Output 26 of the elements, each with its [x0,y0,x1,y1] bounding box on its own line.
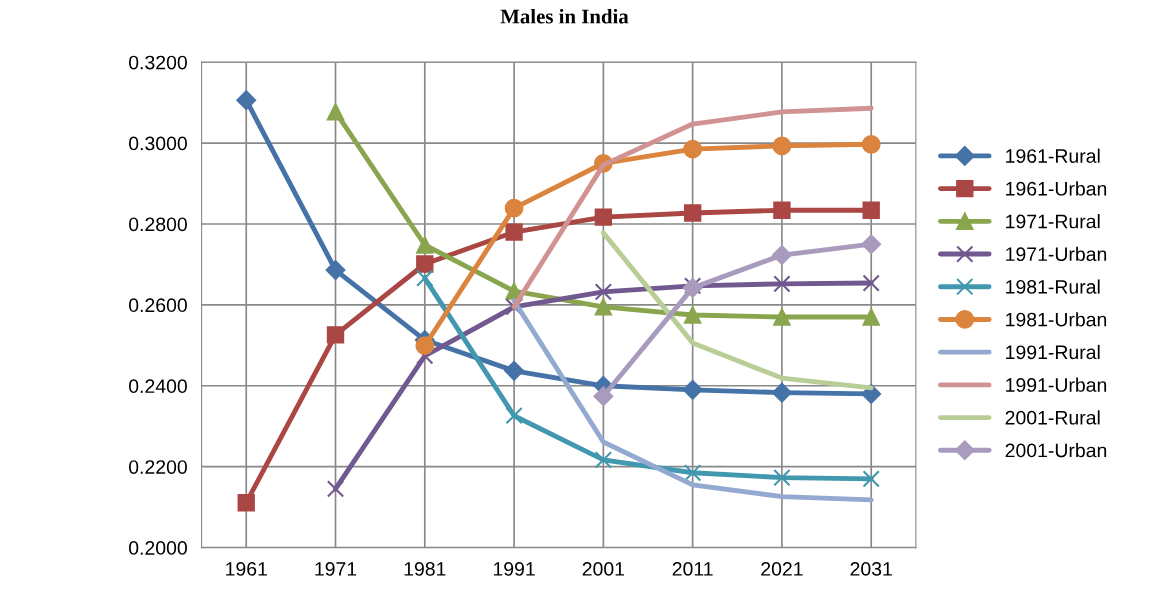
legend-label: 1971-Urban [1006,246,1107,262]
y-tick-label: 0.3000 [129,136,187,151]
x-tick-label: 2011 [672,562,713,576]
legend-label: 2001-Urban [1005,443,1107,458]
y-tick-label: 0.2600 [129,298,187,313]
y-tick-label: 0.3200 [129,55,187,70]
legend-label: 1961-Rural [1006,148,1100,163]
legend-label: 1981-Urban [1006,312,1107,327]
chart-title: Males in India [500,8,629,24]
x-tick-label: 1961 [226,562,267,576]
legend-label: 1991-Rural [1006,344,1100,360]
x-tick-label: 2031 [850,562,892,576]
x-tick-label: 2021 [761,562,803,576]
legend-label: 1971-Rural [1006,214,1100,229]
y-tick-label: 0.2800 [129,217,187,232]
y-tick-label: 0.2000 [129,541,187,555]
legend-label: 1981-Rural [1006,279,1100,294]
legend-label: 2001-Rural [1005,410,1100,425]
x-tick-label: 1981 [404,562,446,576]
x-tick-label: 1991 [493,562,535,576]
legend-label: 1991-Urban [1006,377,1107,392]
y-tick-label: 0.2200 [129,460,187,474]
x-tick-label: 1971 [315,562,357,576]
x-tick-label: 2001 [582,562,625,576]
y-tick-label: 0.2400 [129,379,187,394]
legend-label: 1961-Urban [1006,181,1107,196]
